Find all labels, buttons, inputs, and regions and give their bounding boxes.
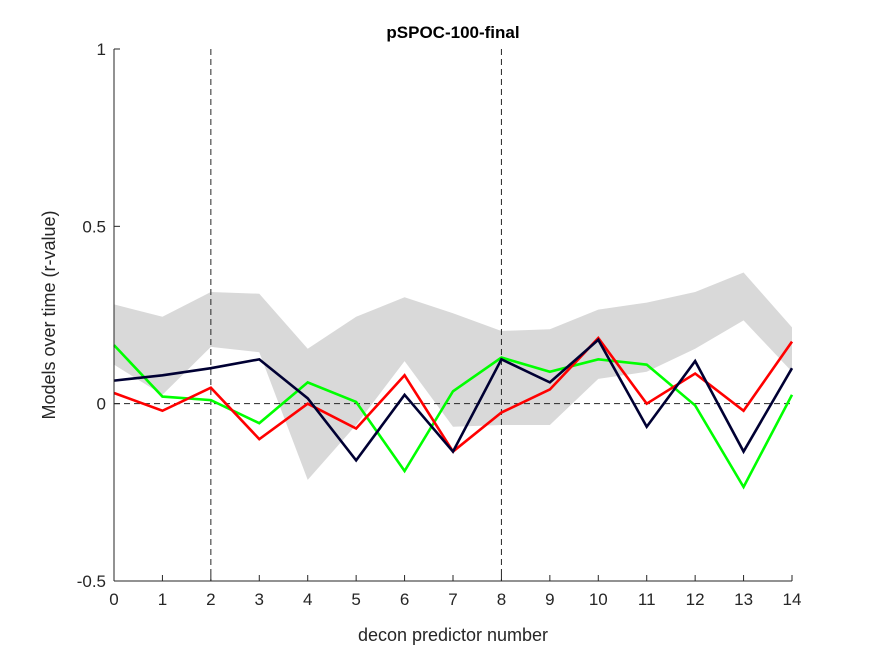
y-tick-label: 1 — [97, 40, 106, 59]
x-tick-label: 8 — [497, 590, 506, 609]
x-tick-label: 10 — [589, 590, 608, 609]
x-tick-label: 7 — [448, 590, 457, 609]
series-layer — [113, 336, 794, 490]
y-axis-label: Models over time (r-value) — [39, 210, 59, 419]
x-axis-label: decon predictor number — [358, 625, 548, 645]
x-tick-label: 14 — [783, 590, 802, 609]
series-line-1 — [113, 344, 794, 490]
x-tick-label: 6 — [400, 590, 409, 609]
x-tick-label: 0 — [109, 590, 118, 609]
y-tick-label: 0 — [97, 395, 106, 414]
x-tick-label: 1 — [158, 590, 167, 609]
x-tick-label: 9 — [545, 590, 554, 609]
x-tick-label: 5 — [351, 590, 360, 609]
x-tick-label: 2 — [206, 590, 215, 609]
ticks: 0 1 2 3 4 5 6 7 8 9 10 11 12 13 14-0.500.51 — [77, 40, 802, 609]
y-tick-label: -0.5 — [77, 572, 106, 591]
x-tick-label: 11 — [638, 590, 656, 609]
series-line-3 — [113, 337, 794, 463]
x-tick-label: 12 — [686, 590, 705, 609]
x-tick-label: 13 — [734, 590, 753, 609]
confidence-band — [114, 272, 792, 480]
chart-title: pSPOC-100-final — [386, 23, 519, 42]
x-tick-label: 4 — [303, 590, 312, 609]
x-tick-label: 3 — [255, 590, 264, 609]
confidence-band-layer — [114, 272, 792, 480]
y-tick-label: 0.5 — [82, 217, 106, 236]
